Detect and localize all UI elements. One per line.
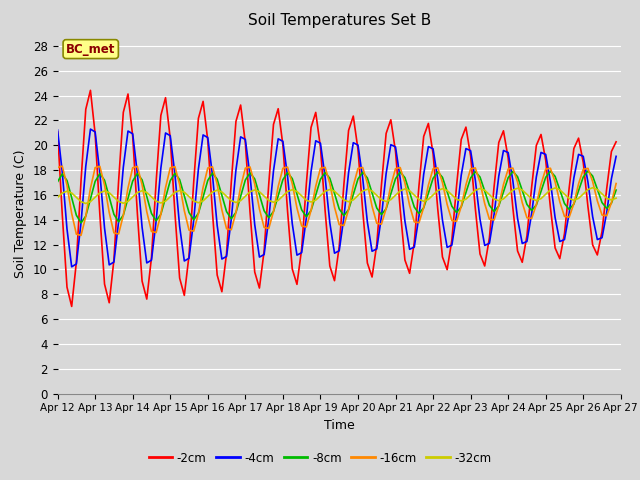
Text: BC_met: BC_met [66, 43, 115, 56]
Y-axis label: Soil Temperature (C): Soil Temperature (C) [14, 149, 28, 278]
X-axis label: Time: Time [324, 419, 355, 432]
Title: Soil Temperatures Set B: Soil Temperatures Set B [248, 13, 431, 28]
Legend: -2cm, -4cm, -8cm, -16cm, -32cm: -2cm, -4cm, -8cm, -16cm, -32cm [144, 447, 496, 469]
